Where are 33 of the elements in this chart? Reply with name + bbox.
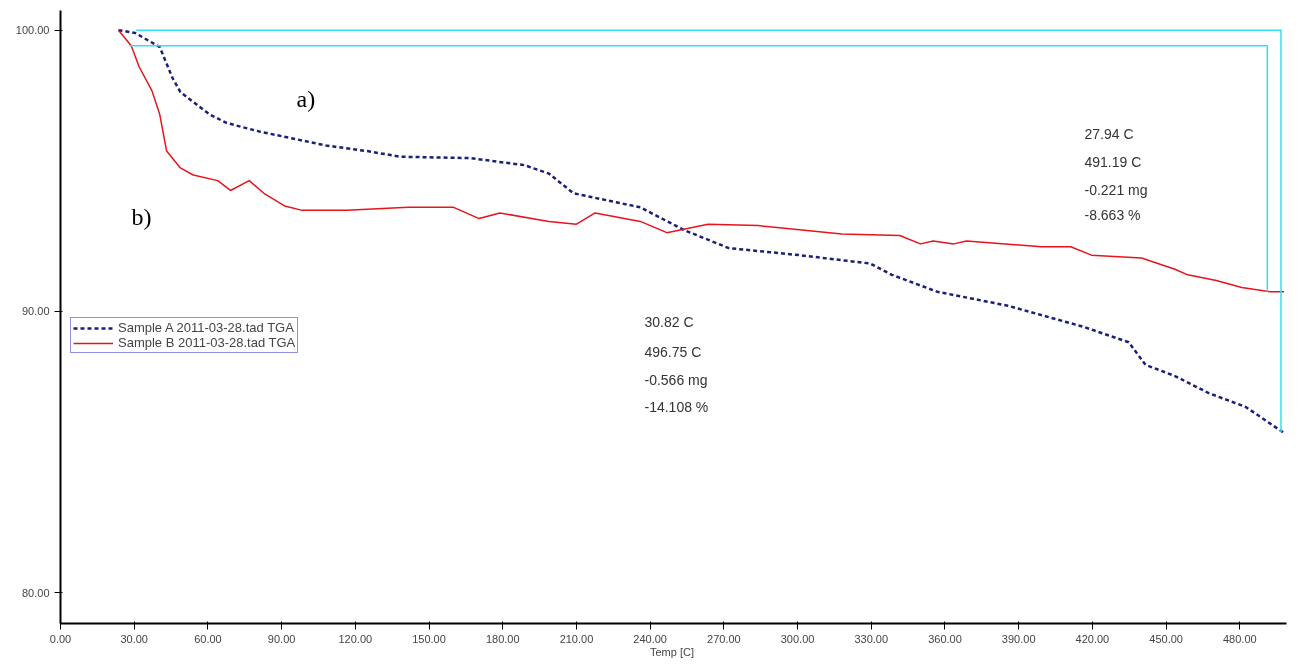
x-tick-label: 150.00 [412, 632, 446, 645]
annotation: a) [296, 85, 316, 112]
x-tick-label: 30.00 [120, 632, 148, 645]
x-tick-label: 270.00 [707, 632, 741, 645]
annotation: -0.221 mg [1084, 181, 1148, 198]
annotation: b) [131, 203, 152, 230]
annotation: 491.19 C [1084, 153, 1142, 170]
x-tick-label: 420.00 [1075, 632, 1110, 645]
annotation: 27.94 C [1084, 125, 1134, 142]
y-tick-label: 100.00 [15, 24, 50, 37]
x-tick-label: 390.00 [1001, 632, 1036, 645]
annotation: 496.75 C [644, 343, 702, 360]
legend-label: Sample B 2011-03-28.tad TGA [118, 335, 296, 350]
x-tick-label: 180.00 [485, 632, 520, 645]
annotation: -14.108 % [644, 398, 709, 415]
x-tick-label: 90.00 [267, 632, 296, 645]
x-tick-label: 360.00 [928, 632, 962, 645]
annotation: -0.566 mg [644, 371, 708, 388]
annotation: 30.82 C [644, 313, 694, 330]
x-tick-label: 120.00 [338, 632, 373, 645]
x-tick-label: 480.00 [1223, 632, 1257, 645]
y-tick-label: 90.00 [21, 305, 50, 318]
x-tick-label: 0.00 [49, 632, 72, 645]
x-tick-label: 450.00 [1149, 632, 1183, 645]
x-axis-title: Temp [C] [649, 645, 694, 658]
x-tick-label: 330.00 [854, 632, 889, 645]
legend-label: Sample A 2011-03-28.tad TGA [118, 320, 294, 335]
x-tick-label: 210.00 [559, 632, 594, 645]
y-tick-label: 80.00 [21, 586, 50, 599]
x-tick-label: 60.00 [194, 632, 222, 645]
annotation: -8.663 % [1084, 206, 1141, 223]
x-tick-label: 240.00 [633, 632, 667, 645]
x-tick-label: 300.00 [780, 632, 815, 645]
